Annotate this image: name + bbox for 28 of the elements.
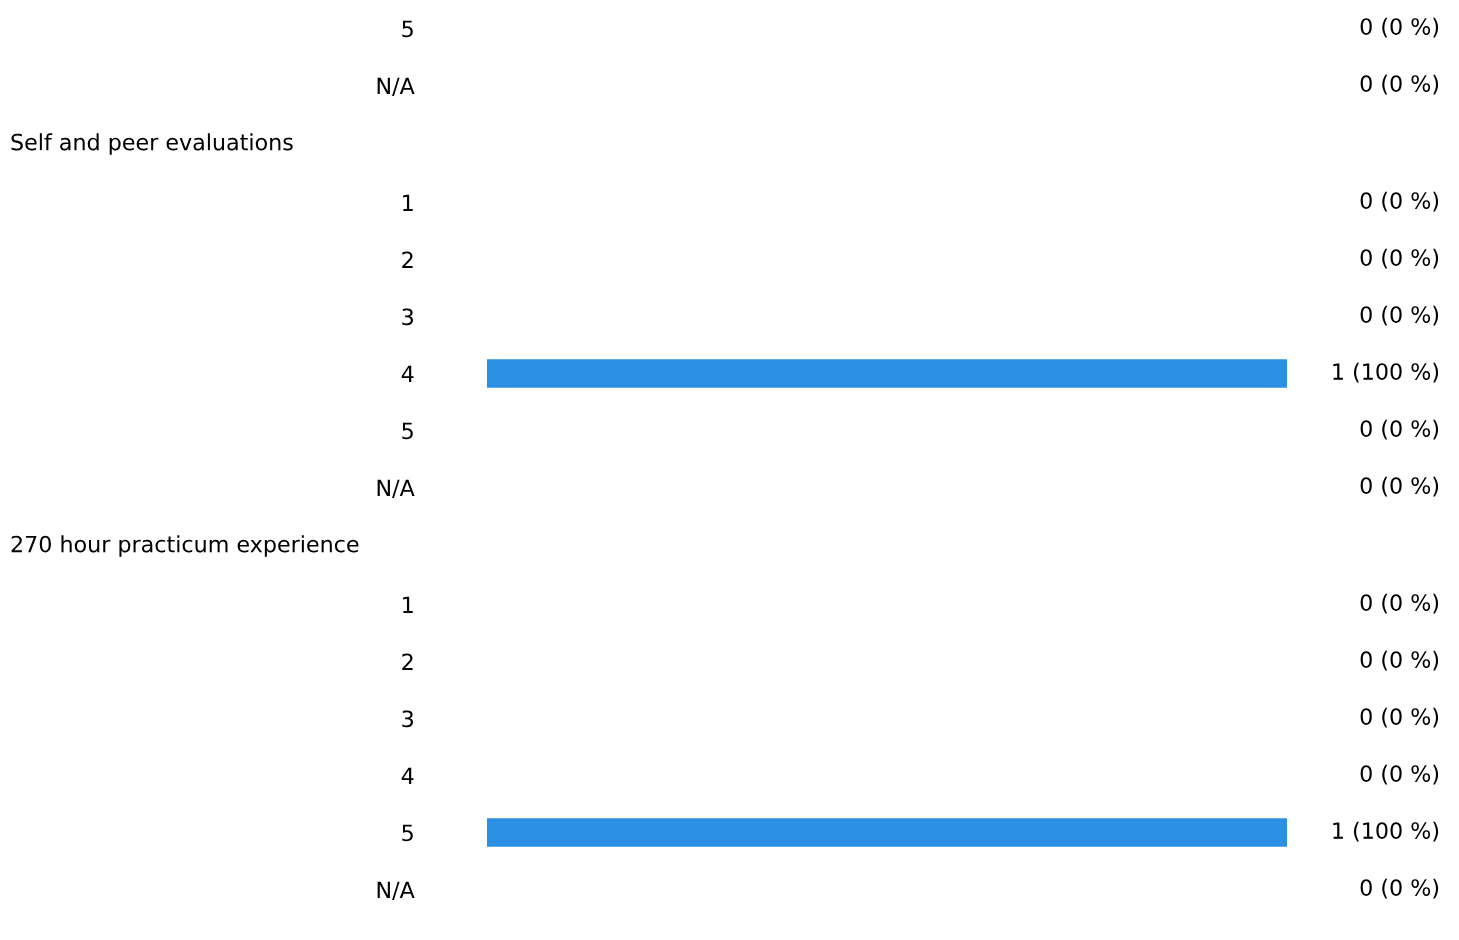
y-tick-label: 1	[403, 194, 413, 211]
data-label: 0 (0 %)	[1360, 707, 1439, 728]
text: Self and peer evaluations	[11, 133, 293, 155]
data-label: 0 (0 %)	[1360, 593, 1439, 614]
data-label: 0 (0 %)	[1360, 764, 1439, 785]
data-label: 0 (0 %)	[1360, 305, 1439, 326]
y-tick-label: 3	[402, 710, 413, 728]
data-label: 1 (100 %)	[1333, 821, 1439, 842]
data-label: 0 (0 %)	[1360, 419, 1439, 440]
y-tick-label: 5	[402, 824, 413, 842]
data-label: 0 (0 %)	[1360, 17, 1439, 38]
y-tick-label: 3	[402, 308, 413, 326]
y-tick-label: N/A	[377, 479, 415, 499]
y-tick-label: 4	[401, 767, 414, 784]
data-label: 0 (0 %)	[1360, 650, 1439, 671]
data-label: 0 (0 %)	[1360, 74, 1439, 95]
text: 270 hour practicum experience	[11, 535, 359, 557]
y-tick-label: 1	[403, 596, 413, 613]
data-label: 1 (100 %)	[1333, 362, 1439, 383]
y-tick-label: 4	[401, 365, 414, 382]
y-tick-label: 2	[402, 251, 413, 268]
data-label: 0 (0 %)	[1360, 878, 1439, 899]
y-tick-label: 2	[402, 653, 413, 670]
data-label: 0 (0 %)	[1360, 476, 1439, 497]
y-tick-label: N/A	[377, 881, 415, 901]
y-tick-label: 5	[402, 422, 413, 440]
data-label: 0 (0 %)	[1360, 248, 1439, 269]
data-label: 0 (0 %)	[1360, 191, 1439, 212]
